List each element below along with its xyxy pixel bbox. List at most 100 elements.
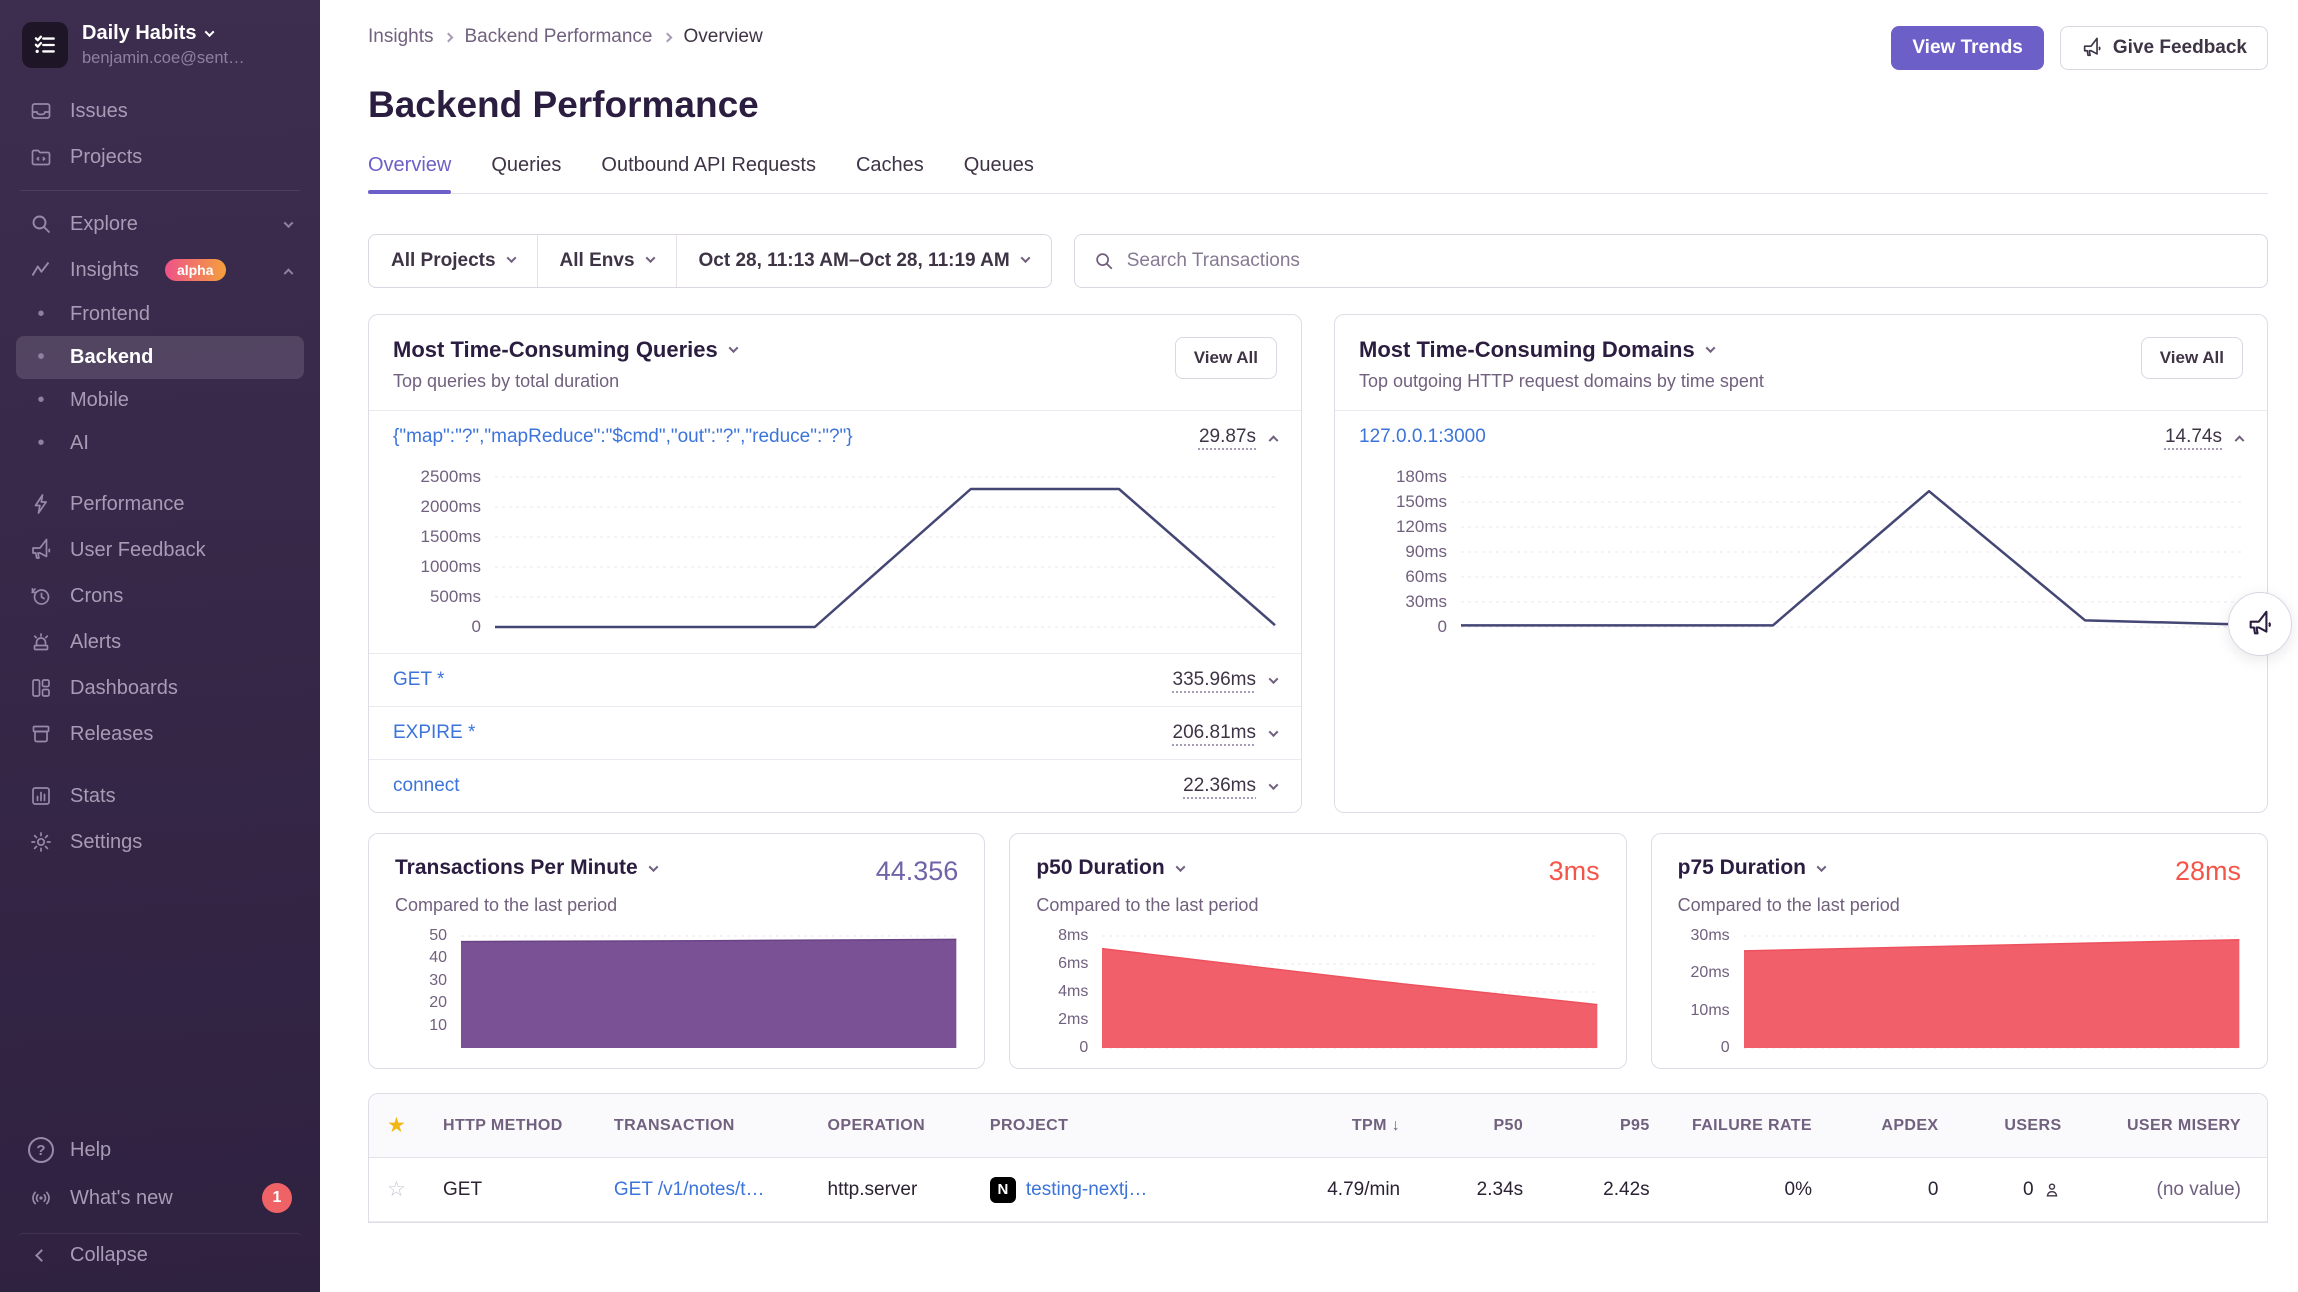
- p75-duration-card: p75 Duration 28ms Compared to the last p…: [1650, 833, 2268, 1069]
- tab-outbound-api-requests[interactable]: Outbound API Requests: [601, 154, 816, 176]
- sidebar-item-crons[interactable]: Crons: [16, 573, 304, 619]
- domain-duration-toggle[interactable]: 14.74s: [2164, 426, 2245, 448]
- p75-card-title-dropdown[interactable]: p75 Duration: [1678, 856, 1827, 880]
- queries-panel-title-dropdown[interactable]: Most Time-Consuming Queries: [393, 337, 739, 363]
- header-row: Insights Backend Performance Overview Vi…: [368, 26, 2268, 70]
- sidebar-item-dashboards[interactable]: Dashboards: [16, 665, 304, 711]
- projects-icon: [28, 144, 54, 170]
- tpm-card-title-dropdown[interactable]: Transactions Per Minute: [395, 856, 659, 880]
- y-axis-tick-label: 10ms: [1690, 1001, 1730, 1019]
- query-row-expanded: {"map":"?","mapReduce":"$cmd","out":"?",…: [369, 410, 1301, 463]
- domain-link[interactable]: 127.0.0.1:3000: [1359, 426, 1486, 447]
- y-axis-tick-label: 0: [1079, 1039, 1089, 1056]
- tpm-value: 44.356: [875, 856, 959, 886]
- sidebar-item-alerts[interactable]: Alerts: [16, 619, 304, 665]
- sidebar-item-user-feedback[interactable]: User Feedback: [16, 527, 304, 573]
- chevron-down-icon: [1268, 779, 1279, 790]
- environment-filter-label: All Envs: [559, 250, 635, 271]
- chevron-down-icon: [1705, 342, 1716, 353]
- sidebar-collapse-button[interactable]: Collapse: [16, 1233, 304, 1278]
- tab-overview[interactable]: Overview: [368, 154, 452, 194]
- domains-view-all-button[interactable]: View All: [2140, 337, 2243, 379]
- col-users[interactable]: USERS: [2004, 1116, 2062, 1134]
- chevron-up-icon: [283, 267, 294, 278]
- filter-row: All Projects All Envs Oct 28, 11:13 AM–O…: [368, 234, 2268, 288]
- p50-chart-plot: [1102, 936, 1597, 1048]
- col-transaction[interactable]: TRANSACTION: [613, 1116, 735, 1134]
- sidebar-item-projects[interactable]: Projects: [16, 134, 304, 180]
- whats-new-badge: 1: [262, 1183, 292, 1213]
- query-link[interactable]: {"map":"?","mapReduce":"$cmd","out":"?",…: [393, 426, 853, 447]
- sidebar-item-whats-new[interactable]: What's new 1: [16, 1173, 304, 1223]
- query-link[interactable]: GET *: [393, 669, 445, 690]
- query-link[interactable]: connect: [393, 775, 460, 796]
- query-row: EXPIRE * 206.81ms: [369, 706, 1301, 759]
- panel-header: Most Time-Consuming Queries Top queries …: [369, 315, 1301, 410]
- sidebar-item-explore[interactable]: Explore: [16, 201, 304, 247]
- sidebar-item-mobile[interactable]: • Mobile: [16, 379, 304, 422]
- sidebar-item-frontend[interactable]: • Frontend: [16, 293, 304, 336]
- most-time-consuming-domains-panel: Most Time-Consuming Domains Top outgoing…: [1334, 314, 2268, 813]
- sidebar-item-performance[interactable]: Performance: [16, 481, 304, 527]
- search-icon: [28, 211, 54, 237]
- cell-transaction-link[interactable]: GET /v1/notes/t…: [613, 1178, 765, 1200]
- give-feedback-button[interactable]: Give Feedback: [2059, 26, 2268, 70]
- card-subtitle: Compared to the last period: [1677, 895, 1900, 915]
- star-filled-icon[interactable]: ★: [387, 1114, 406, 1137]
- col-failure-rate[interactable]: FAILURE RATE: [1691, 1116, 1812, 1134]
- y-axis-tick-label: 0: [1720, 1039, 1730, 1056]
- tab-bar: Overview Queries Outbound API Requests C…: [368, 154, 2268, 194]
- y-axis-tick-label: 120ms: [1395, 517, 1447, 536]
- col-tpm-sorted[interactable]: TPM ↓: [1351, 1116, 1401, 1134]
- query-duration-toggle[interactable]: 22.36ms: [1183, 775, 1279, 797]
- bullet-icon: •: [37, 346, 45, 368]
- sidebar-item-label: Stats: [70, 784, 116, 807]
- query-duration-toggle[interactable]: 335.96ms: [1172, 669, 1279, 691]
- environment-filter[interactable]: All Envs: [536, 235, 676, 287]
- project-filter[interactable]: All Projects: [369, 235, 537, 287]
- sidebar-item-insights[interactable]: Insights alpha: [16, 247, 304, 293]
- breadcrumb-insights[interactable]: Insights: [368, 26, 434, 47]
- tab-caches[interactable]: Caches: [855, 154, 924, 176]
- insight-panels: Most Time-Consuming Queries Top queries …: [368, 314, 2268, 813]
- insights-icon: [28, 257, 54, 283]
- sidebar-item-ai[interactable]: • AI: [16, 422, 304, 465]
- floating-feedback-button[interactable]: [2228, 592, 2292, 656]
- search-transactions-input[interactable]: [1126, 250, 2249, 272]
- sidebar-item-issues[interactable]: Issues: [16, 88, 304, 134]
- queries-view-all-button[interactable]: View All: [1174, 337, 1277, 379]
- cell-operation: http.server: [827, 1178, 918, 1200]
- col-apdex[interactable]: APDEX: [1881, 1116, 1939, 1134]
- queries-duration-chart: 2500ms 2000ms 1500ms 1000ms 500ms 0: [369, 463, 1301, 653]
- col-p50[interactable]: P50: [1493, 1116, 1524, 1134]
- query-duration-toggle[interactable]: 206.81ms: [1173, 722, 1279, 744]
- query-link[interactable]: EXPIRE *: [393, 722, 476, 743]
- query-duration-value: 335.96ms: [1172, 669, 1256, 690]
- tab-queues[interactable]: Queues: [963, 154, 1034, 176]
- col-user-misery[interactable]: USER MISERY: [2126, 1116, 2241, 1134]
- tab-queries[interactable]: Queries: [491, 154, 562, 176]
- star-outline-icon[interactable]: ☆: [387, 1178, 406, 1201]
- org-switcher[interactable]: Daily Habits benjamin.coe@sent…: [16, 18, 304, 78]
- sidebar-item-stats[interactable]: Stats: [16, 773, 304, 819]
- sidebar-item-settings[interactable]: Settings: [16, 819, 304, 865]
- col-http-method[interactable]: HTTP METHOD: [443, 1116, 563, 1134]
- p50-card-title-dropdown[interactable]: p50 Duration: [1036, 856, 1186, 880]
- col-project[interactable]: PROJECT: [989, 1116, 1069, 1134]
- project-link[interactable]: testing-nextj…: [1025, 1178, 1148, 1200]
- date-range-filter[interactable]: Oct 28, 11:13 AM–Oct 28, 11:19 AM: [675, 235, 1051, 287]
- sidebar-nav: Issues Projects Explore Insig: [16, 88, 304, 865]
- transactions-table: ★ HTTP METHOD TRANSACTION OPERATION PROJ…: [368, 1093, 2268, 1223]
- view-trends-button[interactable]: View Trends: [1891, 26, 2044, 70]
- sidebar-item-backend[interactable]: • Backend: [16, 336, 304, 379]
- domain-duration-value: 14.74s: [2164, 426, 2222, 447]
- col-p95[interactable]: P95: [1619, 1116, 1650, 1134]
- sidebar-item-releases[interactable]: Releases: [16, 711, 304, 757]
- panel-header: Most Time-Consuming Domains Top outgoing…: [1335, 315, 2267, 410]
- col-operation[interactable]: OPERATION: [827, 1116, 926, 1134]
- query-duration-toggle[interactable]: 29.87s: [1199, 426, 1279, 448]
- breadcrumb-backend-performance[interactable]: Backend Performance: [464, 26, 653, 47]
- sidebar-item-help[interactable]: ? Help: [16, 1127, 304, 1173]
- domains-panel-title-dropdown[interactable]: Most Time-Consuming Domains: [1359, 337, 1764, 363]
- y-axis-tick-label: 50: [429, 927, 447, 944]
